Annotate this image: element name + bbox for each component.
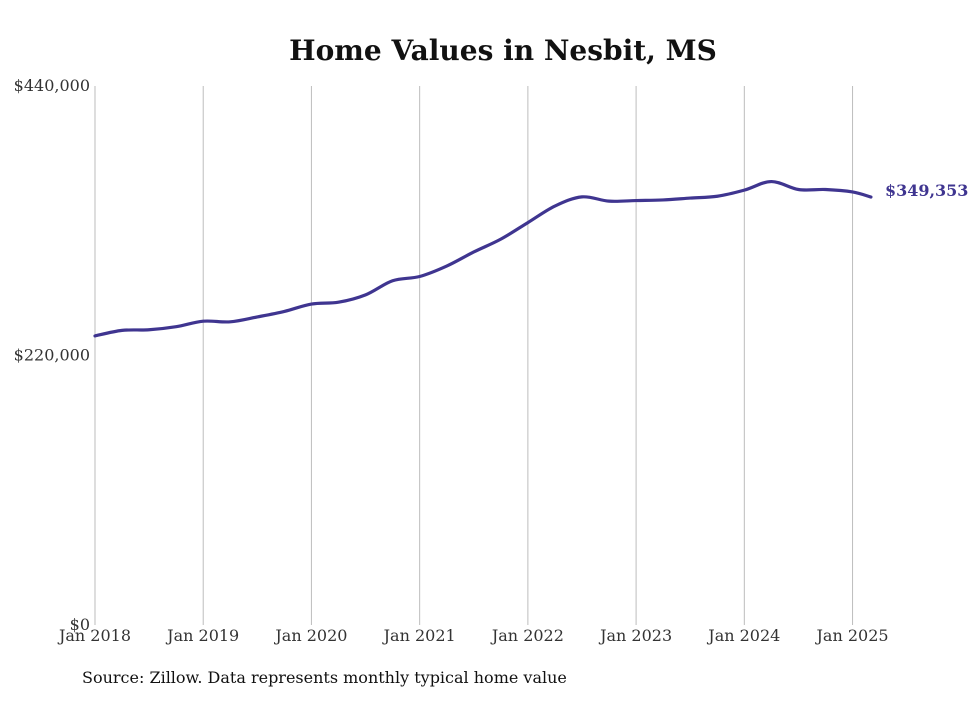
vertical-gridlines bbox=[94, 86, 854, 625]
source-note: Source: Zillow. Data represents monthly … bbox=[82, 668, 567, 687]
y-tick-label: $440,000 bbox=[14, 76, 90, 95]
x-tick-label: Jan 2025 bbox=[815, 626, 889, 645]
x-tick-label: Jan 2020 bbox=[273, 626, 347, 645]
x-tick-label: Jan 2021 bbox=[382, 626, 456, 645]
x-tick-label: Jan 2019 bbox=[165, 626, 239, 645]
y-tick-label: $220,000 bbox=[14, 346, 90, 365]
x-tick-label: Jan 2024 bbox=[706, 626, 780, 645]
chart-title: Home Values in Nesbit, MS bbox=[289, 34, 717, 67]
x-tick-label: Jan 2018 bbox=[57, 626, 131, 645]
series-line-0 bbox=[93, 179, 873, 338]
y-tick-label: $0 bbox=[70, 615, 90, 634]
x-tick-label: Jan 2022 bbox=[490, 626, 564, 645]
x-axis-tick-labels: Jan 2018 Jan 2019 Jan 2020 Jan 2021 Jan 2022… bbox=[57, 626, 889, 645]
x-tick-label: Jan 2023 bbox=[598, 626, 672, 645]
series-layer bbox=[93, 179, 873, 338]
end-value-labels: $349,353 bbox=[885, 181, 969, 200]
y-axis-tick-labels: $440,000 $220,000 $0 bbox=[14, 76, 90, 634]
end-value-label: $349,353 bbox=[885, 181, 969, 200]
